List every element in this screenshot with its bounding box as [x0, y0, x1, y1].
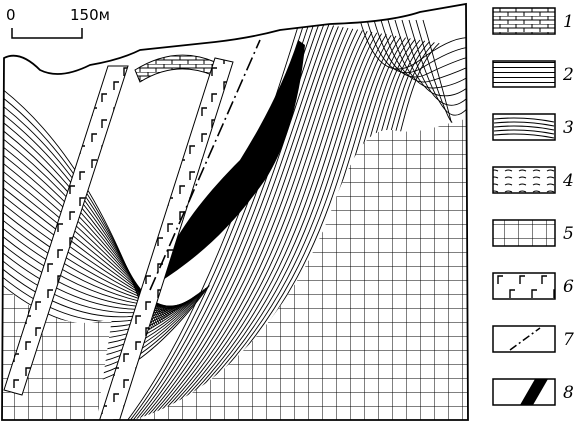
layer-line — [2, 225, 183, 307]
legend-box — [492, 60, 556, 88]
layer-line — [141, 27, 344, 420]
legend-label: 8 — [563, 383, 574, 403]
layer-line — [158, 32, 378, 420]
legend-line — [509, 327, 541, 351]
legend-line — [493, 125, 555, 131]
legend-line — [493, 129, 555, 135]
layer-line — [359, 19, 468, 70]
layer-line — [148, 29, 359, 420]
legend-box — [492, 219, 556, 247]
section-outline — [1, 2, 469, 421]
dike-right — [97, 57, 234, 420]
layer-line — [129, 23, 320, 420]
layer-line — [138, 26, 339, 420]
legend-box — [492, 272, 556, 300]
layer-line — [2, 233, 185, 308]
scale-zero: 0 — [6, 6, 16, 24]
layer-line — [2, 217, 181, 308]
layer-line — [2, 265, 192, 323]
layer-line — [150, 30, 363, 420]
legend-label: 1 — [563, 12, 574, 32]
dike-left — [3, 65, 129, 396]
layer-line — [131, 23, 325, 420]
layer-line — [146, 28, 354, 420]
layer-line — [136, 25, 335, 420]
legend: 1 2 3 4 5 6 7 8 — [492, 7, 574, 406]
legend-label: 6 — [563, 277, 574, 297]
layer-line — [134, 24, 330, 420]
scale-label: 150м — [70, 6, 110, 24]
basement-right — [112, 118, 468, 420]
layer-line — [366, 19, 468, 74]
legend-label: 7 — [563, 330, 574, 350]
layer-line — [143, 27, 349, 420]
legend-label: 3 — [563, 118, 574, 138]
legend-label: 5 — [563, 224, 574, 244]
layer-line — [119, 19, 301, 420]
scale-bar — [11, 28, 83, 39]
fault — [149, 39, 261, 291]
layer-line — [2, 257, 190, 318]
legend-line — [493, 121, 555, 127]
section-body — [2, 19, 468, 420]
layer-line — [153, 30, 368, 420]
legend-box — [492, 7, 556, 35]
ore-body — [155, 40, 305, 285]
legend-label: 4 — [562, 171, 574, 191]
legend-line — [493, 117, 555, 123]
legend-box — [492, 325, 556, 353]
layer-line — [2, 249, 188, 314]
legend-line — [493, 133, 555, 139]
legend-ore — [520, 379, 548, 405]
layer-line — [2, 241, 187, 310]
layer-line — [155, 31, 373, 420]
legend-box — [492, 166, 556, 194]
legend-label: 2 — [562, 65, 574, 85]
